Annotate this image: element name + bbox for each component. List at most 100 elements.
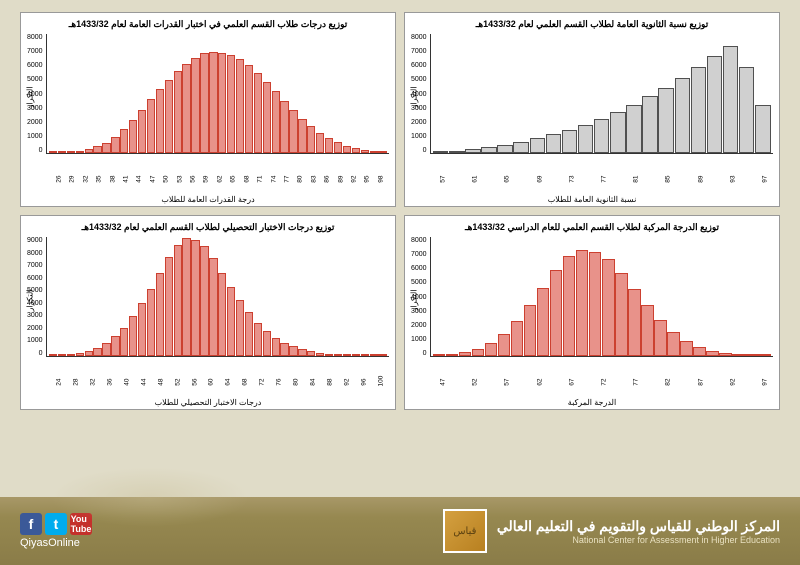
plot-area xyxy=(46,237,389,357)
x-axis-label: الدرجة المركبة xyxy=(411,398,773,407)
bar xyxy=(102,143,110,153)
bar xyxy=(129,316,137,356)
bar xyxy=(691,67,707,153)
bar xyxy=(209,258,217,356)
plot-area xyxy=(430,34,773,154)
bar xyxy=(449,151,465,153)
bar xyxy=(459,352,471,356)
bar xyxy=(280,101,288,153)
bar xyxy=(49,151,57,153)
bar xyxy=(513,142,529,153)
bar xyxy=(111,336,119,356)
bar xyxy=(576,250,588,356)
bar xyxy=(578,125,594,153)
bar xyxy=(433,354,445,356)
bar xyxy=(174,245,182,356)
bar xyxy=(610,112,626,153)
bar xyxy=(758,354,770,356)
bar xyxy=(755,105,771,153)
bar xyxy=(658,88,674,153)
bar xyxy=(667,332,679,356)
bar xyxy=(191,240,199,356)
bar xyxy=(138,303,146,356)
bar xyxy=(227,55,235,153)
bar xyxy=(654,320,666,356)
bar xyxy=(562,130,578,153)
bar xyxy=(446,354,458,356)
y-axis-label: التكرار xyxy=(26,290,35,312)
bar xyxy=(343,354,351,356)
bar xyxy=(49,354,57,356)
bar xyxy=(546,134,562,153)
bar xyxy=(316,133,324,153)
bar xyxy=(524,305,536,356)
twitter-icon[interactable]: t xyxy=(45,513,67,535)
youtube-icon[interactable]: YouTube xyxy=(70,513,92,535)
bar xyxy=(589,252,601,356)
bar xyxy=(227,287,235,356)
bar xyxy=(218,53,226,153)
bar xyxy=(263,82,271,153)
bar xyxy=(120,328,128,356)
x-axis-label: نسبة الثانوية العامة للطلاب xyxy=(411,195,773,204)
bar xyxy=(334,354,342,356)
social-block: f t YouTube QiyasOnline xyxy=(20,513,92,549)
bar xyxy=(263,331,271,356)
bar xyxy=(626,105,642,153)
bar xyxy=(254,73,262,153)
bar xyxy=(200,246,208,356)
bar xyxy=(511,321,523,356)
bar xyxy=(120,129,128,153)
bar xyxy=(316,353,324,356)
bar xyxy=(602,259,614,356)
bar xyxy=(156,89,164,153)
bar xyxy=(378,354,386,356)
bar xyxy=(307,351,315,356)
bar xyxy=(361,150,369,153)
bar xyxy=(719,353,731,356)
bar xyxy=(361,354,369,356)
facebook-icon[interactable]: f xyxy=(20,513,42,535)
bar xyxy=(58,354,66,356)
bar xyxy=(111,137,119,153)
bar xyxy=(615,273,627,356)
x-axis-label: درجات الاختبار التحصيلي للطلاب xyxy=(27,398,389,407)
bar xyxy=(191,58,199,153)
bar xyxy=(182,238,190,356)
bar xyxy=(472,349,484,356)
plot-area xyxy=(46,34,389,154)
bar xyxy=(352,148,360,153)
chart-title: توزيع درجات طلاب القسم العلمي في اختبار … xyxy=(27,19,389,30)
y-axis-label: التكرار xyxy=(410,87,419,109)
bar xyxy=(325,354,333,356)
bar xyxy=(485,343,497,356)
bar xyxy=(147,289,155,356)
bar xyxy=(723,46,739,153)
bar xyxy=(298,349,306,356)
x-axis: 4752576267727782879297 xyxy=(411,379,773,386)
bar xyxy=(334,142,342,153)
bar xyxy=(481,147,497,153)
bar xyxy=(218,273,226,356)
x-axis-label: درجة القدرات العامة للطلاب xyxy=(27,195,389,204)
bar xyxy=(307,126,315,153)
bar xyxy=(165,80,173,153)
charts-grid: توزيع درجات طلاب القسم العلمي في اختبار … xyxy=(0,0,800,422)
bar xyxy=(745,354,757,356)
bar xyxy=(497,145,513,153)
bar xyxy=(465,149,481,153)
bar xyxy=(85,149,93,153)
bar xyxy=(537,288,549,356)
social-handle: QiyasOnline xyxy=(20,537,80,549)
bar xyxy=(76,151,84,153)
org-name-en: National Center for Assessment in Higher… xyxy=(497,535,780,545)
x-axis: 5761656973778185899397 xyxy=(411,176,773,183)
bar xyxy=(174,71,182,153)
bar xyxy=(93,146,101,153)
bar xyxy=(641,305,653,356)
bar xyxy=(675,78,691,153)
bar xyxy=(642,96,658,153)
y-axis-label: التكرار xyxy=(26,87,35,109)
org-block: المركز الوطني للقياس والتقويم في التعليم… xyxy=(443,509,780,553)
bar xyxy=(289,110,297,153)
